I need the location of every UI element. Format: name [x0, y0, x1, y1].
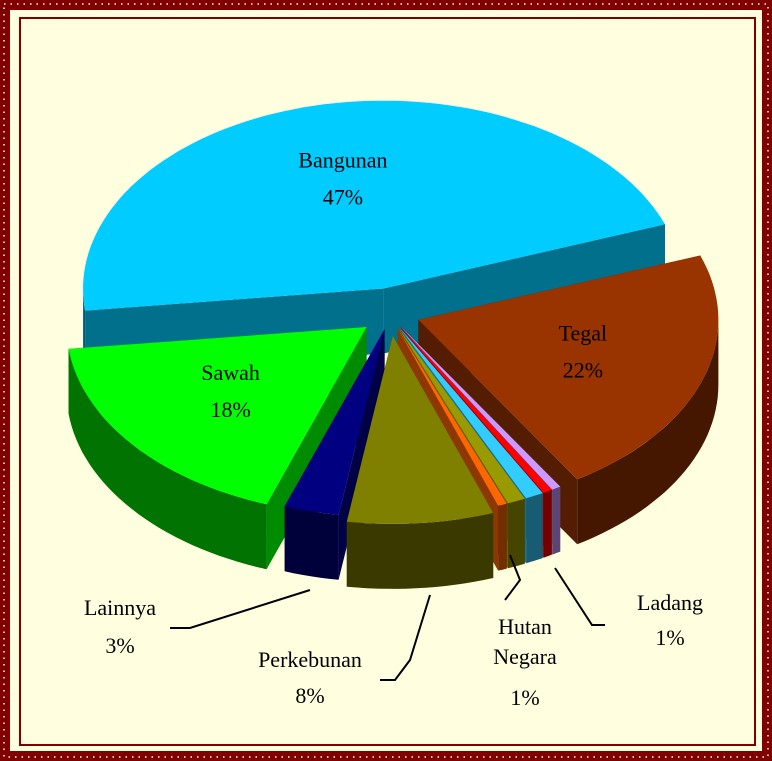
value-label: 8% [295, 683, 324, 708]
slice-top [399, 327, 543, 499]
value-label: 18% [210, 397, 250, 422]
label-wrap: Hutan Negara [493, 614, 557, 669]
slice-top [397, 328, 507, 506]
category-label: Tegal [559, 320, 608, 345]
category-label: Hutan Negara [493, 614, 557, 669]
leaders [170, 554, 605, 681]
category-label: Perkebunan [258, 647, 362, 672]
inner-border [19, 17, 756, 746]
value-label: 22% [563, 357, 603, 382]
slice-top [284, 329, 385, 515]
slice-side [507, 498, 525, 569]
leader-line [504, 554, 522, 601]
slice-side [543, 489, 552, 558]
slice-top [401, 327, 561, 490]
slice-top [83, 100, 666, 311]
frame-dots [3, 3, 769, 758]
labels: Bangunan 47% Tegal 22% Ladang 1% Hutan Negara 1… [84, 148, 703, 710]
slice-side [498, 503, 507, 571]
slice-top [68, 327, 367, 505]
slice-side [68, 348, 267, 570]
slice-side [346, 513, 494, 589]
slice-side [526, 493, 543, 564]
slice-top [418, 255, 719, 480]
slice-top [398, 328, 525, 504]
value-label: 1% [655, 625, 684, 650]
slice-top [346, 335, 494, 524]
leader-line [170, 589, 311, 629]
slice [346, 335, 494, 589]
slice-side [552, 486, 561, 555]
category-label: Lainnya [84, 595, 156, 620]
value-label: 47% [323, 185, 363, 210]
category-label: Bangunan [298, 148, 387, 173]
leader-line [554, 567, 605, 626]
pie [68, 100, 719, 589]
value-label: 3% [105, 633, 134, 658]
category-label: Sawah [201, 360, 260, 385]
leader-line [380, 594, 431, 681]
slice-side [284, 506, 339, 580]
slice-side [577, 319, 719, 545]
value-label: 1% [510, 685, 539, 710]
slice-top [400, 327, 552, 493]
category-label: Ladang [637, 590, 703, 615]
